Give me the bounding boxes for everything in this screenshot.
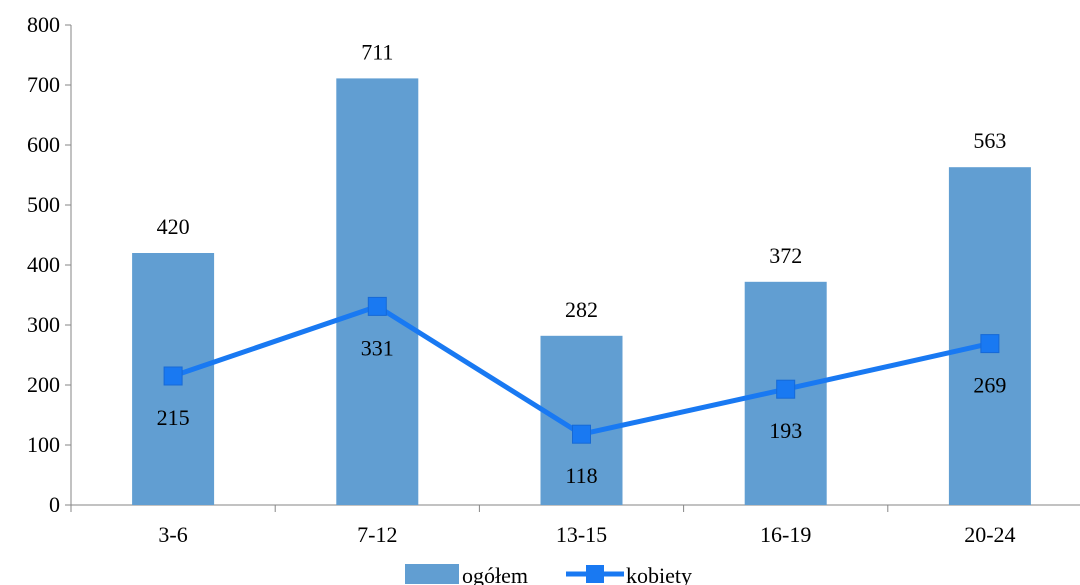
y-tick-label: 700 [27,72,60,97]
line-marker [163,366,183,386]
y-tick-label: 800 [27,12,60,37]
legend-label-ogolem: ogółem [462,563,528,585]
line-data-label: 269 [973,373,1006,398]
y-tick-label: 100 [27,432,60,457]
bar [540,335,623,505]
y-axis: 0 100 200 300 400 500 600 700 800 [27,12,72,517]
x-axis: 3-6 7-12 13-15 16-19 20-24 [70,504,1080,547]
x-tick-label: 7-12 [357,522,397,547]
line-marker [572,424,591,444]
line-data-label: 118 [565,463,597,488]
line-data-label: 331 [361,335,394,360]
line-series [163,296,1000,444]
bar-data-label: 282 [565,297,598,322]
legend-label-kobiety: kobiety [626,563,692,585]
legend-marker-kobiety [586,565,604,583]
line-marker [776,379,796,399]
bar [336,78,419,506]
legend-swatch-ogolem [405,564,459,584]
legend: ogółem kobiety [405,563,692,585]
bar-data-label: 711 [361,39,393,64]
y-tick-label: 400 [27,252,60,277]
line-marker [980,334,1000,354]
x-tick-label: 20-24 [964,522,1015,547]
bar-data-label: 372 [769,243,802,268]
bar-data-label: 563 [973,128,1006,153]
x-tick-label: 3-6 [158,522,187,547]
y-tick-label: 0 [49,492,60,517]
y-tick-label: 600 [27,132,60,157]
line-data-label: 193 [769,418,802,443]
line-marker [367,296,387,316]
y-tick-label: 300 [27,312,60,337]
bar-data-label: 420 [157,214,190,239]
x-tick-label: 16-19 [760,522,811,547]
x-tick-label: 13-15 [556,522,607,547]
y-tick-label: 500 [27,192,60,217]
data-labels: 420 711 282 372 563 215 331 118 193 269 [157,39,1007,488]
y-tick-label: 200 [27,372,60,397]
line-data-label: 215 [157,405,190,430]
